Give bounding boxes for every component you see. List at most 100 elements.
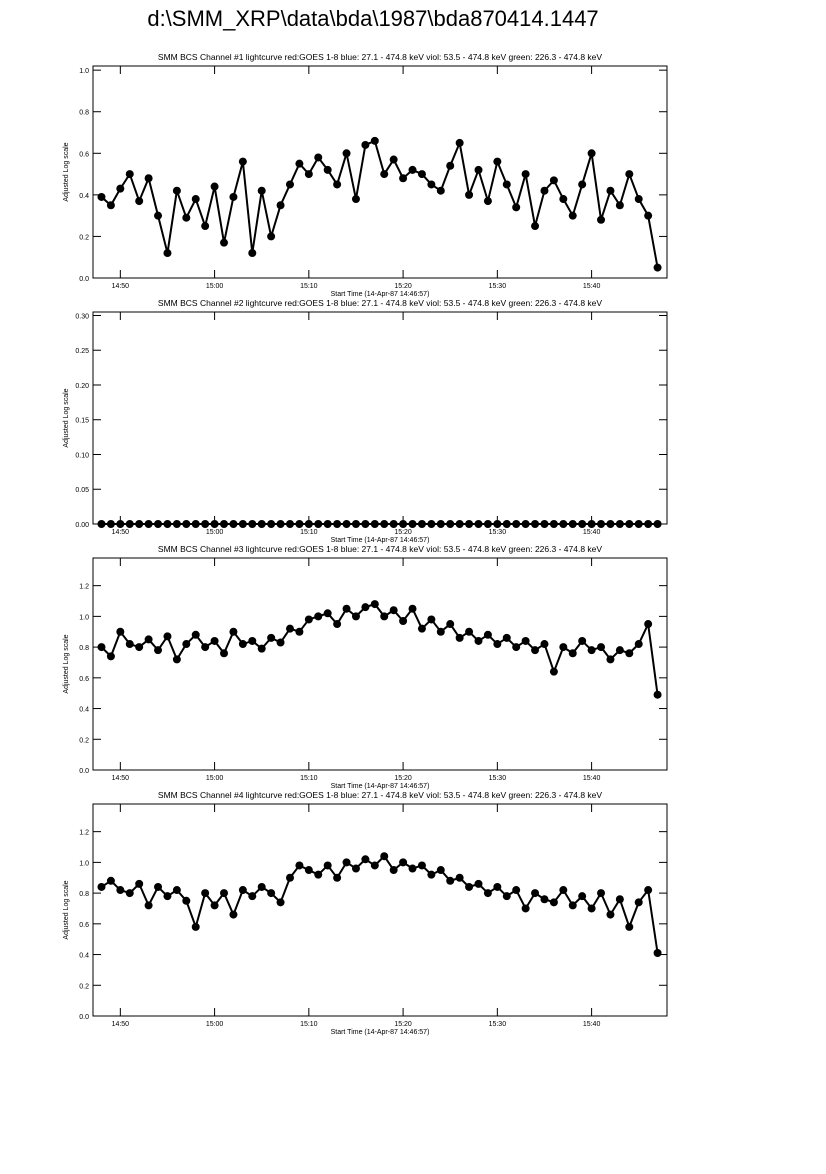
data-point <box>474 879 483 888</box>
data-point <box>559 195 568 204</box>
y-tick-label: 0.4 <box>79 953 89 960</box>
y-axis-label: Adjusted Log scale <box>63 142 70 201</box>
data-point <box>578 180 587 189</box>
data-point <box>531 222 540 231</box>
data-point <box>342 604 351 613</box>
y-tick-label: 0.25 <box>75 348 89 355</box>
data-point <box>578 636 587 645</box>
data-point <box>606 186 615 195</box>
data-point <box>154 646 163 655</box>
data-point <box>389 155 398 164</box>
data-point <box>465 882 474 891</box>
data-point <box>304 866 313 875</box>
x-axis-label: Start Time (14-Apr-87 14:46:57) <box>331 783 430 790</box>
data-point <box>399 616 408 625</box>
data-point <box>238 886 247 895</box>
x-tick-label: 15:00 <box>206 283 224 290</box>
y-tick-label: 0.8 <box>79 645 89 652</box>
data-point <box>144 174 153 183</box>
data-point <box>333 620 342 629</box>
data-point <box>493 882 502 891</box>
data-point <box>446 161 455 170</box>
data-point <box>653 690 662 699</box>
x-tick-label: 15:00 <box>206 529 224 536</box>
data-point <box>220 889 229 898</box>
data-point <box>106 201 115 210</box>
y-tick-label: 0.2 <box>79 737 89 744</box>
y-tick-label: 0.00 <box>75 522 89 529</box>
x-tick-label: 15:20 <box>394 283 412 290</box>
data-point <box>483 889 492 898</box>
data-point <box>267 232 276 241</box>
data-point <box>314 870 323 879</box>
data-point <box>191 922 200 931</box>
y-tick-label: 0.2 <box>79 983 89 990</box>
x-tick-label: 15:00 <box>206 775 224 782</box>
y-tick-label: 0.15 <box>75 418 89 425</box>
data-point <box>455 633 464 642</box>
data-point <box>295 861 304 870</box>
data-point <box>323 165 332 174</box>
x-tick-label: 15:30 <box>489 1021 507 1028</box>
y-tick-label: 1.0 <box>79 68 89 75</box>
data-point <box>229 910 238 919</box>
data-point <box>333 180 342 189</box>
data-point <box>625 170 634 179</box>
data-point <box>634 195 643 204</box>
data-point <box>597 643 606 652</box>
data-point <box>512 643 521 652</box>
data-point <box>380 170 389 179</box>
y-tick-label: 0.6 <box>79 151 89 158</box>
data-point <box>483 630 492 639</box>
data-point <box>229 192 238 201</box>
data-point <box>135 879 144 888</box>
data-point <box>427 870 436 879</box>
data-point <box>267 633 276 642</box>
data-point <box>389 606 398 615</box>
y-tick-label: 0.8 <box>79 110 89 117</box>
data-point <box>361 603 370 612</box>
x-tick-label: 15:10 <box>300 775 318 782</box>
x-tick-label: 15:30 <box>489 283 507 290</box>
x-tick-label: 15:10 <box>300 1021 318 1028</box>
data-point <box>163 632 172 641</box>
data-point <box>493 640 502 649</box>
x-tick-label: 14:50 <box>112 1021 130 1028</box>
data-point <box>465 190 474 199</box>
x-tick-label: 15:30 <box>489 529 507 536</box>
data-point <box>380 852 389 861</box>
data-point <box>521 170 530 179</box>
data-point <box>427 180 436 189</box>
y-tick-label: 0.30 <box>75 313 89 320</box>
data-point <box>220 238 229 247</box>
data-point <box>351 864 360 873</box>
data-point <box>417 861 426 870</box>
data-point <box>172 886 181 895</box>
data-point <box>417 624 426 633</box>
data-point <box>559 886 568 895</box>
y-tick-label: 0.4 <box>79 193 89 200</box>
data-point <box>361 140 370 149</box>
data-point <box>295 159 304 168</box>
data-point <box>436 627 445 636</box>
data-point <box>135 197 144 206</box>
data-point <box>380 612 389 621</box>
data-point <box>502 633 511 642</box>
data-point <box>116 886 125 895</box>
x-tick-label: 15:00 <box>206 1021 224 1028</box>
data-point <box>97 192 106 201</box>
data-point <box>634 640 643 649</box>
data-point <box>531 889 540 898</box>
data-point <box>351 612 360 621</box>
x-axis-label: Start Time (14-Apr-87 14:46:57) <box>331 537 430 544</box>
data-point <box>597 215 606 224</box>
data-point <box>191 195 200 204</box>
data-point <box>408 604 417 613</box>
data-point <box>342 149 351 158</box>
data-point <box>285 624 294 633</box>
data-point <box>606 910 615 919</box>
plot-frame <box>92 65 668 279</box>
data-point <box>521 636 530 645</box>
data-point <box>276 638 285 647</box>
